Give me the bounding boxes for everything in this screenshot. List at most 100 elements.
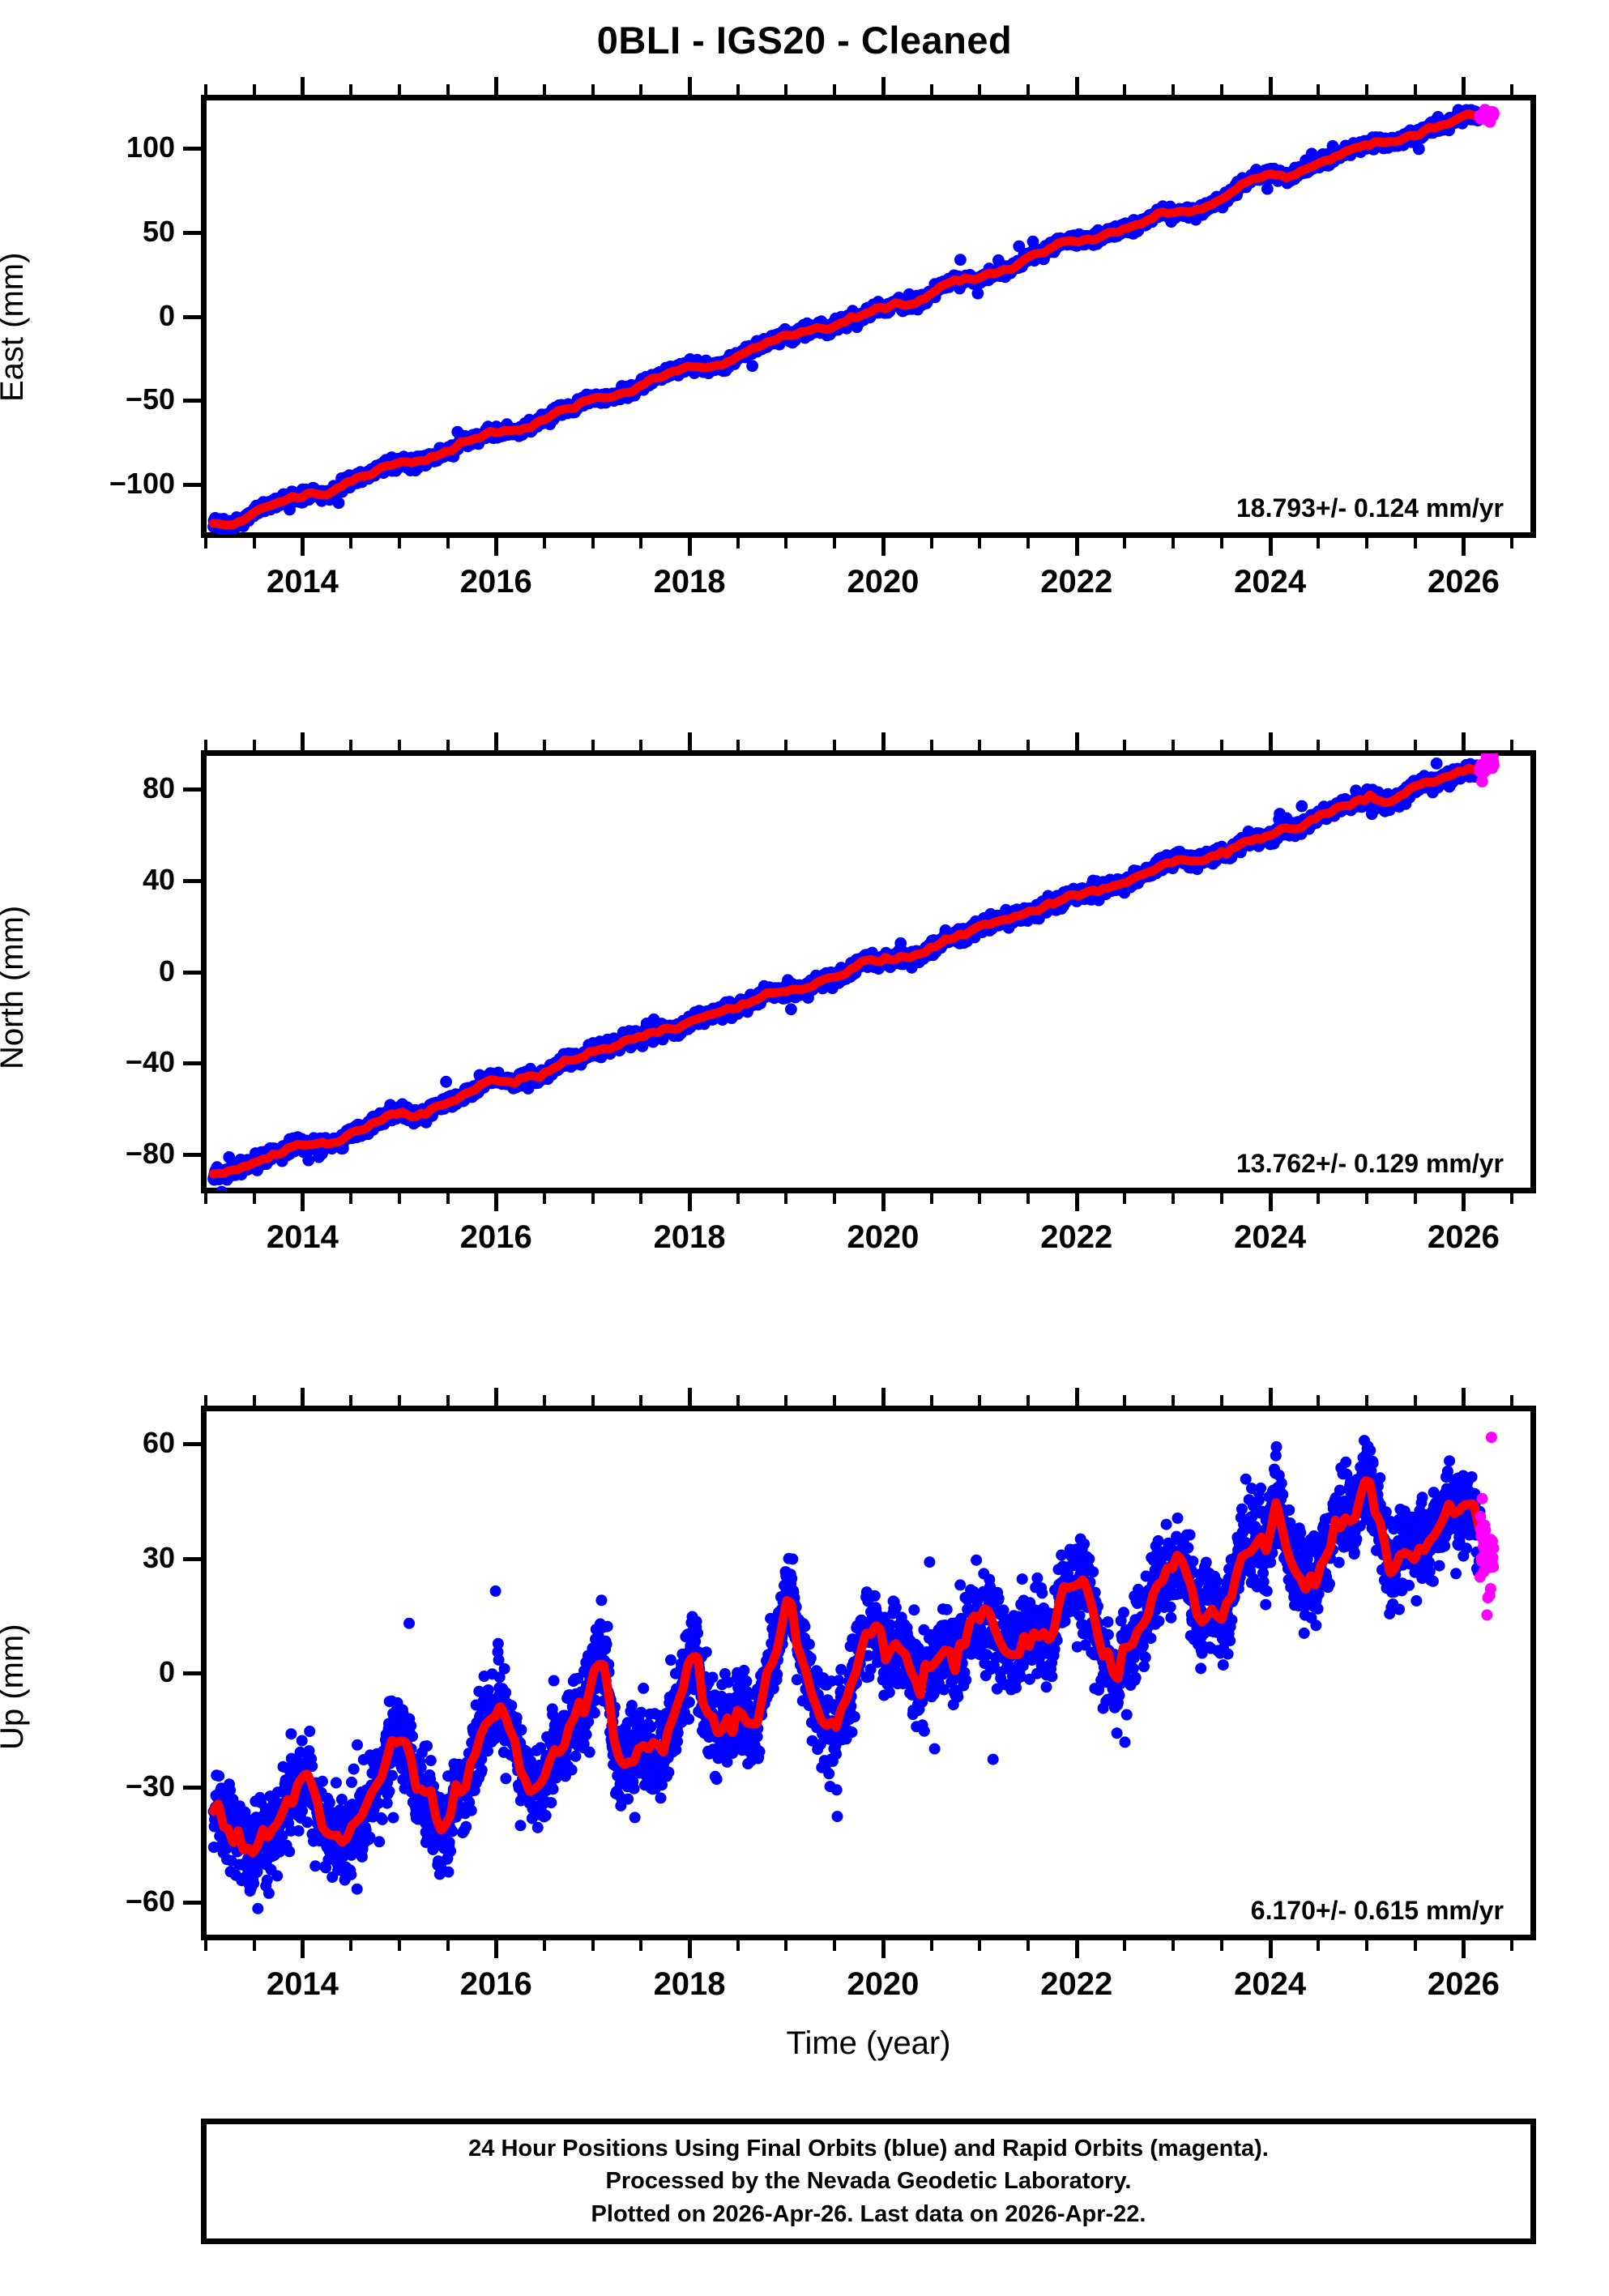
xtick-north-2022 xyxy=(1074,732,1079,750)
scatter-points-rapid-orbits xyxy=(1474,1432,1500,1621)
xtick-up-2020.5 xyxy=(929,1395,933,1406)
xtick-north-2021 xyxy=(978,740,982,750)
xtick-up-2020 xyxy=(881,1388,886,1406)
xtick-east-2026 xyxy=(1462,77,1466,95)
xtick-north-2016.5 xyxy=(542,740,546,750)
page-title: 0BLI - IGS20 - Cleaned xyxy=(596,19,1013,62)
xtick-east-2022.5 xyxy=(1123,84,1127,95)
xtick-up-2026.5 xyxy=(1510,1940,1514,1951)
xtick-east-2019 xyxy=(784,538,788,548)
xtick-east-2019.5 xyxy=(833,538,837,548)
ytick-label-north-40: 40 xyxy=(142,862,175,896)
panel-north-axis-title: North (mm) xyxy=(0,905,30,1069)
xtick-east-2025 xyxy=(1365,84,1368,95)
xtick-east-2026 xyxy=(1462,538,1466,556)
xtick-north-2014 xyxy=(301,732,305,750)
xtick-label-east-2014: 2014 xyxy=(266,564,339,600)
xtick-up-2016 xyxy=(494,1388,499,1406)
xtick-east-2024.5 xyxy=(1317,84,1321,95)
ytick-label-north--80: −80 xyxy=(125,1137,175,1171)
xtick-east-2013 xyxy=(203,84,207,95)
xtick-east-2015.5 xyxy=(446,538,450,548)
xtick-east-2024.5 xyxy=(1317,538,1321,548)
x-axis-title: Time (year) xyxy=(786,2025,951,2061)
xtick-north-2026.5 xyxy=(1510,1193,1514,1204)
xtick-north-2016.5 xyxy=(542,1193,546,1204)
xtick-up-2026.5 xyxy=(1510,1395,1514,1406)
xtick-east-2018.5 xyxy=(736,84,740,95)
xtick-north-2018.5 xyxy=(736,1193,740,1204)
xtick-north-2021 xyxy=(978,1193,982,1204)
xtick-north-2025.5 xyxy=(1413,740,1417,750)
xtick-up-2015 xyxy=(397,1940,401,1951)
xtick-north-2013.5 xyxy=(252,1193,256,1204)
ytick-up--60 xyxy=(183,1900,201,1905)
xtick-north-2025 xyxy=(1365,740,1368,750)
xtick-label-east-2022: 2022 xyxy=(1040,564,1113,600)
xtick-north-2023 xyxy=(1172,1193,1176,1204)
xtick-east-2018 xyxy=(688,77,693,95)
ytick-label-up--60: −60 xyxy=(125,1884,175,1918)
ytick-north-40 xyxy=(183,878,201,883)
xtick-up-2022.5 xyxy=(1123,1395,1127,1406)
scatter-points-final-orbits xyxy=(207,1435,1486,1914)
xtick-east-2020 xyxy=(881,77,886,95)
xtick-up-2016 xyxy=(494,1940,499,1958)
xtick-north-2026 xyxy=(1462,732,1466,750)
xtick-up-2017 xyxy=(591,1395,595,1406)
panel-east-axis-title: East (mm) xyxy=(0,252,30,402)
xtick-east-2016.5 xyxy=(542,538,546,548)
xtick-north-2025 xyxy=(1365,1193,1368,1204)
xtick-up-2020 xyxy=(881,1940,886,1958)
xtick-east-2022 xyxy=(1074,77,1079,95)
xtick-up-2017.5 xyxy=(639,1395,643,1406)
footer-caption-box: 24 Hour Positions Using Final Orbits (bl… xyxy=(201,2119,1536,2244)
ytick-label-up-30: 30 xyxy=(142,1540,175,1574)
xtick-north-2026 xyxy=(1462,1193,1466,1211)
xtick-up-2025.5 xyxy=(1413,1395,1417,1406)
ytick-label-up-60: 60 xyxy=(142,1426,175,1460)
xtick-up-2025 xyxy=(1365,1395,1368,1406)
footer-line-3: Plotted on 2026-Apr-26. Last data on 202… xyxy=(591,2200,1146,2227)
xtick-up-2023 xyxy=(1172,1940,1176,1951)
xtick-up-2018.5 xyxy=(736,1395,740,1406)
xtick-north-2025.5 xyxy=(1413,1193,1417,1204)
xtick-east-2014.5 xyxy=(349,84,353,95)
xtick-north-2019.5 xyxy=(833,1193,837,1204)
xtick-north-2017.5 xyxy=(639,1193,643,1204)
ytick-label-up-0: 0 xyxy=(158,1655,175,1688)
xtick-up-2018.5 xyxy=(736,1940,740,1951)
ytick-up-60 xyxy=(183,1442,201,1447)
panel-north-rate-annotation: 13.762+/- 0.129 mm/yr xyxy=(1236,1149,1504,1178)
xtick-north-2015.5 xyxy=(446,1193,450,1204)
ytick-east--50 xyxy=(183,399,201,403)
xtick-north-2024.5 xyxy=(1317,740,1321,750)
xtick-up-2022 xyxy=(1074,1388,1079,1406)
xtick-up-2013.5 xyxy=(252,1940,256,1951)
xtick-east-2021.5 xyxy=(1026,84,1031,95)
scatter-points-rapid-orbits xyxy=(1474,104,1500,128)
panel-east xyxy=(201,95,1536,538)
xtick-label-up-2026: 2026 xyxy=(1427,1966,1500,2002)
ytick-label-east--100: −100 xyxy=(109,466,175,500)
ytick-east-100 xyxy=(183,147,201,152)
xtick-label-east-2016: 2016 xyxy=(459,564,532,600)
ytick-up-30 xyxy=(183,1556,201,1561)
xtick-east-2015 xyxy=(397,84,401,95)
xtick-up-2016.5 xyxy=(542,1395,546,1406)
xtick-north-2015.5 xyxy=(446,740,450,750)
xtick-label-up-2022: 2022 xyxy=(1040,1966,1113,2002)
xtick-east-2024 xyxy=(1268,77,1273,95)
model-fit-line xyxy=(209,109,1498,530)
ytick-up-0 xyxy=(183,1671,201,1675)
xtick-east-2016.5 xyxy=(542,84,546,95)
xtick-up-2022.5 xyxy=(1123,1940,1127,1951)
xtick-north-2023 xyxy=(1172,740,1176,750)
xtick-north-2019 xyxy=(784,1193,788,1204)
ytick-east--100 xyxy=(183,482,201,487)
xtick-label-north-2016: 2016 xyxy=(459,1219,532,1255)
xtick-up-2024 xyxy=(1268,1388,1273,1406)
model-fit-line xyxy=(209,1476,1498,1858)
xtick-up-2014.5 xyxy=(349,1940,353,1951)
